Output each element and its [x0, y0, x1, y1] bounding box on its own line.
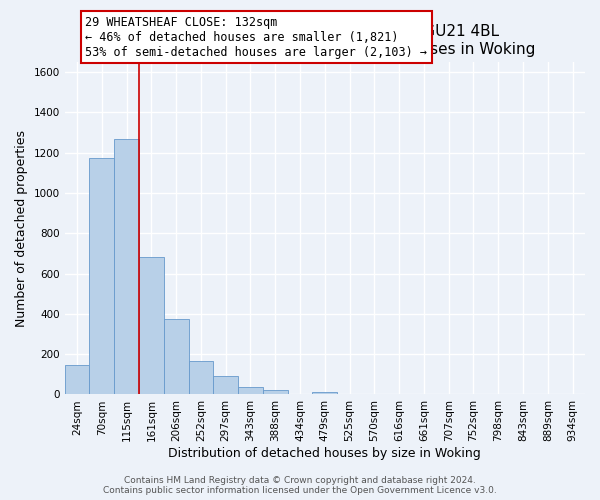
Text: Contains HM Land Registry data © Crown copyright and database right 2024.
Contai: Contains HM Land Registry data © Crown c… — [103, 476, 497, 495]
Bar — [313, 392, 337, 394]
Bar — [214, 376, 238, 394]
Bar — [89, 158, 114, 394]
Bar — [238, 388, 263, 394]
Bar — [114, 140, 139, 394]
Bar — [188, 361, 214, 394]
X-axis label: Distribution of detached houses by size in Woking: Distribution of detached houses by size … — [169, 447, 481, 460]
Title: 29, WHEATSHEAF CLOSE, WOKING, GU21 4BL
Size of property relative to detached hou: 29, WHEATSHEAF CLOSE, WOKING, GU21 4BL S… — [115, 24, 535, 56]
Bar — [65, 364, 89, 394]
Y-axis label: Number of detached properties: Number of detached properties — [15, 130, 28, 326]
Bar — [263, 390, 287, 394]
Bar — [139, 258, 164, 394]
Bar — [164, 319, 188, 394]
Text: 29 WHEATSHEAF CLOSE: 132sqm
← 46% of detached houses are smaller (1,821)
53% of : 29 WHEATSHEAF CLOSE: 132sqm ← 46% of det… — [85, 16, 427, 58]
